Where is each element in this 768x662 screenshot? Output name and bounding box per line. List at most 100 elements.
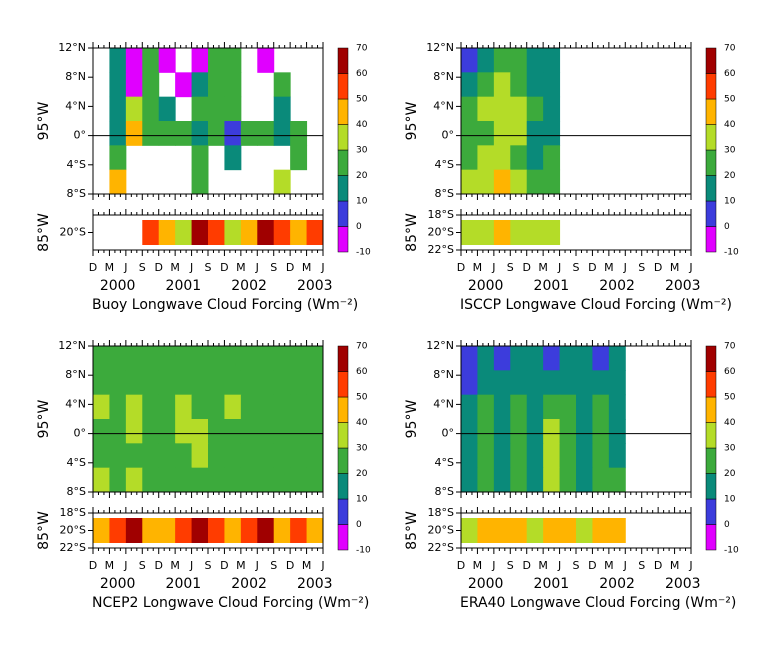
field-cell — [208, 48, 225, 73]
field-cell — [510, 169, 528, 195]
panel-title: NCEP2 Longwave Cloud Forcing (Wm⁻²) — [92, 595, 369, 611]
colorbar-label: 50 — [356, 393, 368, 403]
y-tick-label: 0° — [442, 427, 455, 440]
field-cell — [477, 72, 495, 98]
field-cell — [208, 394, 225, 420]
colorbar-label: 70 — [724, 44, 736, 54]
y-tick-label: 8°S — [435, 485, 454, 498]
x-tick-label: M — [604, 559, 614, 572]
field-cell — [493, 467, 511, 493]
field-cell — [493, 394, 511, 420]
field-cell — [526, 346, 544, 371]
x-tick-label: M — [473, 559, 483, 572]
x-tick-label: S — [139, 261, 146, 274]
field-cell — [493, 96, 511, 122]
field-cell — [510, 96, 528, 122]
field-cell — [477, 145, 495, 171]
field-cell — [109, 145, 127, 171]
field-cell — [559, 394, 577, 420]
colorbar-label: 30 — [724, 146, 736, 156]
year-label: 2003 — [665, 576, 701, 592]
field-cell — [306, 346, 324, 371]
y-tick-label: 8°N — [65, 368, 86, 381]
field-cell — [93, 467, 110, 493]
field-cell — [306, 443, 324, 469]
field-cell — [290, 443, 308, 469]
y-tick-label: 12°N — [426, 41, 454, 54]
strip-cell — [526, 220, 544, 245]
year-label: 2001 — [534, 576, 570, 592]
field-cell — [559, 346, 577, 371]
colorbar-label: -10 — [356, 546, 371, 556]
colorbar-label: 0 — [356, 520, 362, 530]
x-tick-label: S — [205, 559, 212, 572]
x-tick-label: M — [236, 559, 246, 572]
field-cell — [109, 394, 127, 420]
x-tick-label: S — [573, 261, 580, 274]
y-tick-label: 12°N — [58, 41, 86, 54]
x-tick-label: D — [220, 559, 228, 572]
x-tick-label: M — [473, 261, 483, 274]
strip-cell — [290, 220, 308, 245]
field-cell — [543, 346, 561, 371]
y-axis-label: 95°W — [36, 400, 52, 439]
field-cell — [158, 467, 176, 493]
x-tick-label: M — [670, 559, 680, 572]
strip-cell — [142, 220, 160, 245]
colorbar-label: 40 — [356, 120, 368, 130]
field-cell — [526, 370, 544, 396]
field-cell — [125, 419, 143, 444]
field-cell — [158, 96, 176, 122]
x-tick-label: M — [170, 261, 180, 274]
field-cell — [93, 419, 110, 444]
strip-y-tick-label: 22°S — [428, 243, 454, 256]
field-cell — [510, 72, 528, 98]
field-cell — [125, 443, 143, 469]
strip-cell — [224, 220, 242, 245]
field-cell — [559, 370, 577, 396]
field-cell — [477, 121, 495, 146]
x-tick-label: J — [189, 559, 193, 572]
x-tick-label: J — [623, 261, 627, 274]
field-cell — [109, 96, 127, 122]
field-cell — [175, 443, 193, 469]
field-cell — [526, 419, 544, 444]
field-cell — [559, 443, 577, 469]
field-cell — [461, 443, 478, 469]
strip-y-tick-label: 18°S — [428, 506, 454, 519]
colorbar-swatch — [337, 73, 349, 100]
year-label: 2003 — [297, 278, 333, 294]
y-tick-label: 12°N — [58, 339, 86, 352]
colorbar-swatch — [337, 498, 349, 525]
field-cell — [142, 96, 160, 122]
year-label: 2000 — [100, 278, 136, 294]
field-cell — [543, 96, 561, 122]
strip-cell — [175, 518, 193, 543]
field-cell — [208, 121, 225, 146]
x-tick-label: D — [654, 559, 662, 572]
y-tick-label: 4°S — [435, 456, 454, 469]
field-cell — [526, 96, 544, 122]
strip-cell — [559, 518, 577, 543]
y-tick-label: 4°N — [65, 99, 86, 112]
field-cell — [158, 346, 176, 371]
field-cell — [109, 72, 127, 98]
field-cell — [142, 48, 160, 73]
field-cell — [125, 48, 143, 73]
field-cell — [273, 72, 291, 98]
field-cell — [543, 419, 561, 444]
colorbar-swatch — [337, 47, 349, 74]
field-cell — [125, 96, 143, 122]
field-cell — [526, 145, 544, 171]
y-tick-label: 4°N — [433, 397, 454, 410]
x-tick-label: J — [688, 261, 692, 274]
field-cell — [290, 370, 308, 396]
strip-cell — [543, 220, 561, 245]
y-tick-label: 4°S — [67, 456, 86, 469]
field-cell — [510, 121, 528, 146]
colorbar-swatch — [705, 473, 717, 500]
field-cell — [208, 370, 225, 396]
strip-cell — [257, 220, 275, 245]
x-tick-label: J — [491, 261, 495, 274]
field-cell — [543, 370, 561, 396]
